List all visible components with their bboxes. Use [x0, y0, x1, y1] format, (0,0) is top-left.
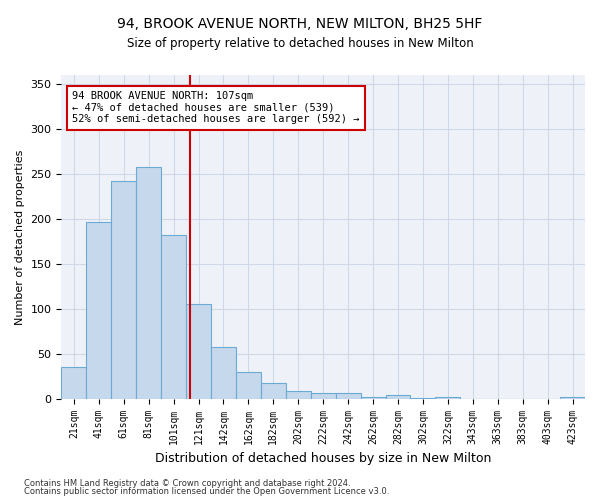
- Bar: [436, 397, 460, 398]
- Bar: [111, 181, 136, 398]
- Y-axis label: Number of detached properties: Number of detached properties: [15, 149, 25, 324]
- Text: Size of property relative to detached houses in New Milton: Size of property relative to detached ho…: [127, 38, 473, 51]
- Bar: [86, 222, 111, 398]
- Text: 94, BROOK AVENUE NORTH, NEW MILTON, BH25 5HF: 94, BROOK AVENUE NORTH, NEW MILTON, BH25…: [118, 18, 482, 32]
- Text: 94 BROOK AVENUE NORTH: 107sqm
← 47% of detached houses are smaller (539)
52% of : 94 BROOK AVENUE NORTH: 107sqm ← 47% of d…: [72, 91, 359, 124]
- Bar: [361, 397, 386, 398]
- Text: Contains HM Land Registry data © Crown copyright and database right 2024.: Contains HM Land Registry data © Crown c…: [24, 478, 350, 488]
- Bar: [335, 394, 361, 398]
- X-axis label: Distribution of detached houses by size in New Milton: Distribution of detached houses by size …: [155, 452, 491, 465]
- Bar: [136, 166, 161, 398]
- Bar: [161, 235, 186, 398]
- Bar: [186, 304, 211, 398]
- Text: Contains public sector information licensed under the Open Government Licence v3: Contains public sector information licen…: [24, 487, 389, 496]
- Bar: [236, 372, 261, 398]
- Bar: [61, 367, 86, 398]
- Bar: [211, 346, 236, 399]
- Bar: [311, 394, 335, 398]
- Bar: [286, 390, 311, 398]
- Bar: [560, 397, 585, 398]
- Bar: [386, 395, 410, 398]
- Bar: [261, 384, 286, 398]
